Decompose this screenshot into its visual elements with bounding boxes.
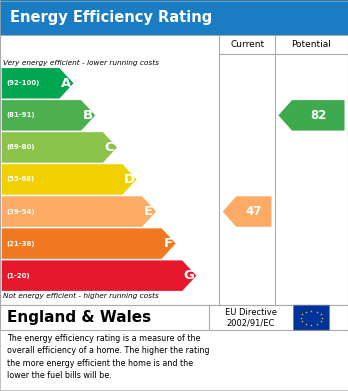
Bar <box>0 35 348 305</box>
Text: England & Wales: England & Wales <box>7 310 151 325</box>
Bar <box>0 0 348 35</box>
Polygon shape <box>2 196 156 227</box>
Text: 82: 82 <box>310 109 326 122</box>
Text: 47: 47 <box>246 205 262 218</box>
Text: The energy efficiency rating is a measure of the
overall efficiency of a home. T: The energy efficiency rating is a measur… <box>7 334 209 380</box>
Polygon shape <box>223 196 271 227</box>
Text: (39-54): (39-54) <box>6 208 34 215</box>
Polygon shape <box>2 260 196 291</box>
Text: EU Directive
2002/91/EC: EU Directive 2002/91/EC <box>224 308 277 328</box>
Polygon shape <box>278 100 345 131</box>
Text: Current: Current <box>230 40 264 49</box>
Text: Not energy efficient - higher running costs: Not energy efficient - higher running co… <box>3 293 159 300</box>
Text: F: F <box>164 237 173 250</box>
Polygon shape <box>2 132 117 163</box>
Text: Energy Efficiency Rating: Energy Efficiency Rating <box>10 10 213 25</box>
Text: (21-38): (21-38) <box>6 240 34 247</box>
Polygon shape <box>2 164 136 195</box>
Text: B: B <box>82 109 93 122</box>
Text: (92-100): (92-100) <box>6 80 39 86</box>
Polygon shape <box>2 100 95 131</box>
Text: Very energy efficient - lower running costs: Very energy efficient - lower running co… <box>3 59 159 66</box>
Polygon shape <box>2 228 176 259</box>
Text: C: C <box>104 141 114 154</box>
Text: G: G <box>183 269 194 282</box>
Bar <box>0 305 348 330</box>
Text: D: D <box>124 173 134 186</box>
Text: Potential: Potential <box>292 40 331 49</box>
Polygon shape <box>2 68 73 99</box>
Text: (81-91): (81-91) <box>6 112 34 118</box>
Text: A: A <box>61 77 71 90</box>
FancyBboxPatch shape <box>293 305 330 330</box>
Text: (55-68): (55-68) <box>6 176 34 183</box>
Text: (69-80): (69-80) <box>6 144 34 151</box>
Text: E: E <box>144 205 153 218</box>
Text: (1-20): (1-20) <box>6 273 30 279</box>
